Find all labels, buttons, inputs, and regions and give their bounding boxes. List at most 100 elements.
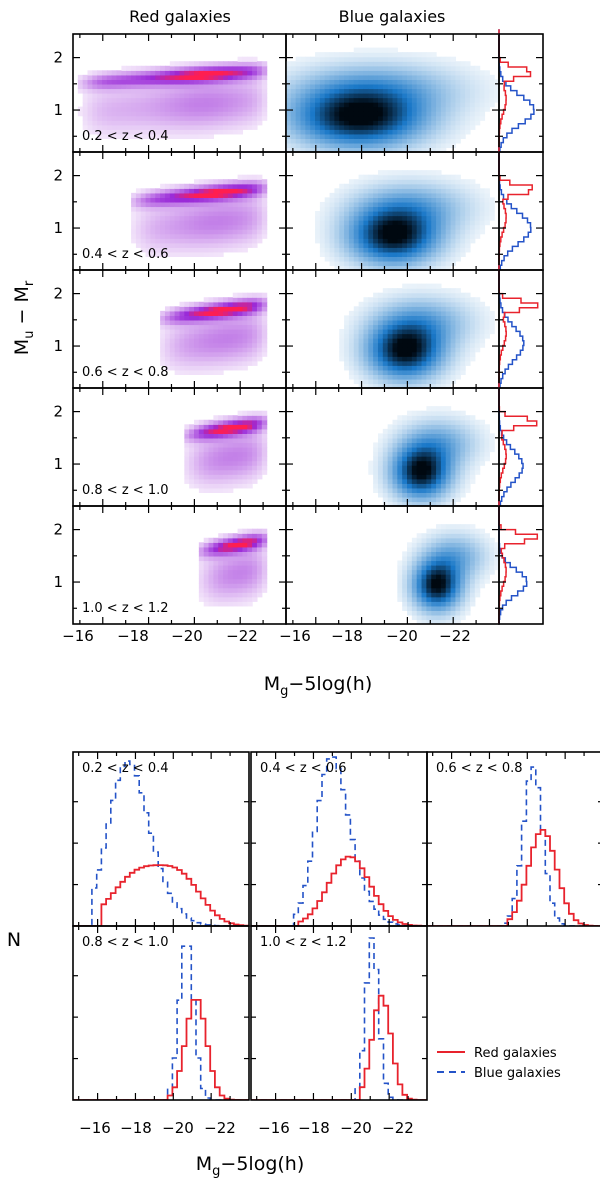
density-cell: [227, 428, 234, 434]
density-cell: [334, 138, 340, 144]
density-cell: [184, 224, 190, 230]
density-cell: [431, 415, 437, 421]
density-cells: [160, 292, 268, 375]
density-cell: [411, 378, 418, 385]
density-cell: [353, 242, 360, 248]
density-cell: [353, 179, 360, 185]
density-cell: [489, 447, 495, 453]
density-cell: [111, 97, 118, 103]
density-cell: [203, 188, 210, 194]
density-cell: [300, 61, 306, 67]
density-cell: [348, 224, 355, 230]
density-cell: [431, 251, 437, 257]
density-cell: [344, 211, 350, 217]
density-cell: [237, 120, 244, 126]
column-title-blue: Blue galaxies: [339, 7, 446, 26]
density-cell: [310, 97, 316, 103]
density-cell: [358, 238, 365, 244]
density-cell: [203, 233, 210, 239]
density-cell: [348, 220, 355, 226]
density-cell: [392, 265, 398, 270]
density-cell: [198, 465, 205, 471]
density-cell: [407, 546, 413, 552]
density-cell: [431, 52, 437, 58]
density-cell: [164, 192, 171, 198]
density-cell: [339, 242, 345, 248]
density-cell: [295, 138, 302, 144]
density-cell: [445, 356, 452, 362]
density-cell: [416, 374, 423, 380]
density-cell: [227, 201, 234, 208]
density-cell: [479, 456, 486, 462]
density-cell: [208, 319, 214, 326]
density-cell: [426, 546, 432, 552]
density-cell: [198, 469, 205, 475]
density-cell: [460, 224, 466, 230]
density-cell: [189, 342, 195, 348]
density-cell: [402, 115, 408, 121]
density-cell: [256, 528, 263, 534]
density-cell: [416, 283, 423, 289]
density-cell: [184, 465, 190, 471]
density-cell: [436, 369, 442, 375]
density-cell: [324, 52, 331, 58]
density-cell: [97, 79, 103, 85]
density-cell: [421, 442, 427, 448]
density-cell: [416, 465, 423, 471]
density-cell: [334, 65, 340, 71]
density-cell: [421, 419, 427, 425]
density-cell: [402, 365, 408, 371]
density-cell: [135, 233, 142, 239]
density-cell: [387, 447, 394, 453]
density-cell: [426, 342, 432, 348]
density-cell: [416, 424, 423, 430]
density-cell: [329, 229, 336, 235]
density-cell: [431, 542, 437, 548]
density-cell: [402, 224, 408, 230]
density-cell: [237, 565, 244, 571]
density-cell: [440, 601, 447, 607]
density-cell: [479, 111, 486, 117]
density-cell: [237, 474, 244, 480]
density-cell: [436, 201, 442, 208]
density-cell: [334, 265, 340, 270]
density-cell: [135, 74, 142, 80]
density-cell: [421, 115, 427, 121]
density-cell: [460, 428, 466, 434]
density-cell: [494, 79, 499, 85]
density-cell: [387, 170, 394, 176]
density-cell: [82, 124, 89, 130]
density-cell: [82, 74, 89, 80]
density-cell: [373, 115, 379, 121]
density-cell: [445, 201, 452, 208]
density-cell: [348, 65, 355, 71]
density-cell: [319, 215, 326, 221]
density-cell: [227, 65, 234, 71]
density-cell: [203, 97, 210, 103]
density-cell: [252, 206, 258, 212]
density-cell: [252, 587, 258, 593]
density-cell: [465, 319, 471, 326]
density-cell: [445, 465, 452, 471]
density-cell: [465, 61, 471, 67]
density-cell: [194, 324, 200, 330]
density-cell: [174, 238, 181, 244]
density-cell: [237, 201, 244, 208]
density-cell: [198, 215, 205, 221]
density-cell: [484, 310, 490, 316]
density-cell: [179, 342, 185, 348]
density-cell: [479, 329, 486, 335]
density-cell: [440, 233, 447, 239]
density-cell: [97, 106, 103, 112]
density-cell: [431, 419, 437, 425]
density-cell: [227, 120, 234, 126]
density-cell: [421, 369, 427, 375]
density-cell: [194, 465, 200, 471]
density-cell: [426, 215, 432, 221]
density-cell: [460, 233, 466, 239]
density-cell: [218, 474, 224, 480]
density-cell: [223, 224, 229, 230]
density-cell: [213, 79, 219, 85]
density-cell: [334, 120, 340, 126]
density-cell: [174, 106, 181, 112]
